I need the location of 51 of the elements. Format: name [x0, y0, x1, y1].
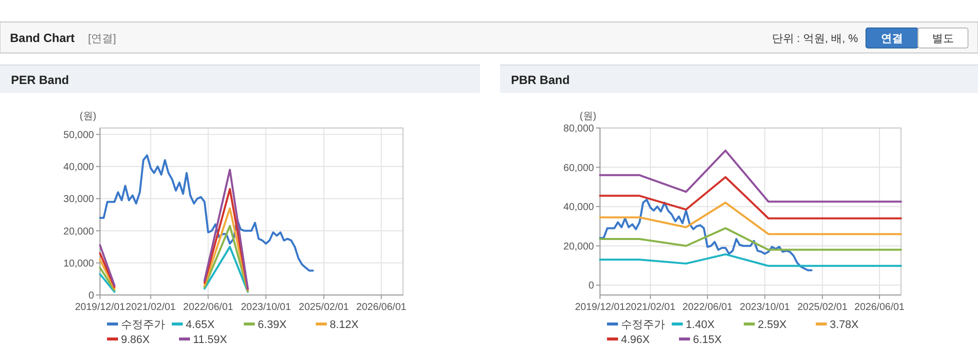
text: [연결] — [88, 33, 116, 45]
x-tick-label: 2022/06/01 — [682, 302, 733, 313]
y-tick-label: 30,000 — [63, 194, 94, 206]
x-tick-label: 2019/12/01 — [74, 302, 126, 313]
y-tick-label: 20,000 — [563, 241, 594, 252]
toggle-button: 별도 — [918, 28, 968, 48]
legend-label: 4.96X — [621, 334, 650, 346]
line-series — [599, 253, 902, 267]
y-tick-label: 80,000 — [563, 124, 594, 134]
line-series — [99, 154, 314, 272]
line-series — [599, 176, 902, 220]
line-series — [599, 150, 902, 203]
x-tick-label: 2019/12/01 — [574, 302, 626, 313]
x-tick-label: 2022/06/01 — [183, 302, 234, 313]
text: 단위 : 억원, 배, % — [772, 33, 858, 45]
legend-label: 6.15X — [693, 334, 722, 346]
line-series — [599, 202, 902, 236]
x-tick-label: 2026/06/01 — [854, 302, 905, 313]
legend-label: 4.65X — [186, 319, 216, 331]
x-tick-label: 2026/06/01 — [356, 302, 407, 313]
y-tick-label: 40,000 — [63, 162, 94, 174]
x-tick-label: 2025/02/01 — [797, 302, 848, 313]
line-series — [599, 198, 813, 272]
y-tick-label: 40,000 — [563, 202, 594, 214]
line-series — [599, 227, 902, 251]
y-tick-label: 60,000 — [563, 162, 594, 174]
x-tick-label: 2023/10/01 — [740, 302, 790, 313]
legend-label: 수정주가 — [121, 319, 165, 331]
legend-label: 6.39X — [258, 319, 288, 331]
x-tick-label: 2021/02/01 — [625, 302, 676, 313]
toggle-button: 연결 — [866, 28, 918, 48]
y-tick-label: 10,000 — [63, 258, 94, 270]
x-tick-label: 2023/10/01 — [240, 302, 292, 313]
legend-label: 1.40X — [686, 319, 716, 331]
chart-title: PBR Band — [511, 73, 570, 87]
y-axis-title: (원) — [80, 111, 96, 122]
y-tick-label: 20,000 — [63, 226, 94, 238]
y-tick-label: 0 — [588, 280, 594, 292]
y-tick-label: 50,000 — [63, 130, 94, 141]
chart-title: PER Band — [11, 73, 70, 87]
legend-label: 11.59X — [193, 334, 228, 346]
legend-label: 2.59X — [758, 319, 788, 331]
legend-label: 수정주가 — [621, 319, 665, 331]
x-tick-label: 2025/02/01 — [298, 302, 350, 313]
text: Band Chart — [10, 31, 75, 45]
y-axis-title: (원) — [580, 111, 596, 122]
legend-label: 9.86X — [121, 334, 150, 346]
legend-label: 8.12X — [330, 319, 360, 331]
legend-label: 3.78X — [830, 319, 860, 331]
y-tick-label: 0 — [88, 290, 94, 302]
x-tick-label: 2021/02/01 — [126, 302, 176, 313]
